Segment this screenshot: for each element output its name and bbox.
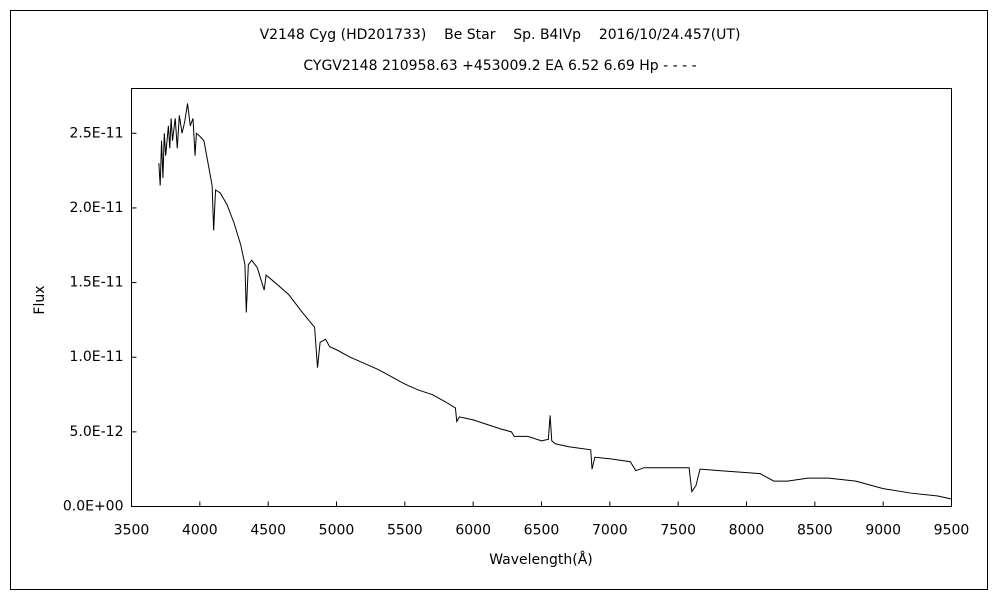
chart-subtitle: CYGV2148 210958.63 +453009.2 EA 6.52 6.6… bbox=[303, 58, 696, 74]
x-tick-label: 9500 bbox=[934, 523, 970, 539]
x-tick-label: 8500 bbox=[797, 523, 833, 539]
x-tick-label: 8000 bbox=[729, 523, 765, 539]
y-tick-label: 5.0E-12 bbox=[70, 424, 124, 440]
plot-area bbox=[131, 88, 952, 507]
chart-title: V2148 Cyg (HD201733) Be Star Sp. B4IVp 2… bbox=[260, 27, 741, 43]
y-tick-label: 1.5E-11 bbox=[70, 275, 124, 291]
x-tick-label: 5000 bbox=[319, 523, 355, 539]
x-tick-label: 6500 bbox=[524, 523, 560, 539]
x-tick-label: 5500 bbox=[387, 523, 423, 539]
x-tick-label: 7500 bbox=[660, 523, 696, 539]
y-tick-label: 2.0E-11 bbox=[70, 200, 124, 216]
y-tick-label: 2.5E-11 bbox=[70, 125, 124, 141]
x-tick-label: 7000 bbox=[592, 523, 628, 539]
x-tick-label: 6000 bbox=[455, 523, 491, 539]
spectrum-line bbox=[158, 103, 952, 500]
y-axis-label: Flux bbox=[32, 285, 48, 314]
x-tick-label: 4000 bbox=[182, 523, 218, 539]
x-tick-label: 3500 bbox=[114, 523, 150, 539]
y-tick-label: 0.0E+00 bbox=[63, 499, 124, 515]
x-tick-label: 4500 bbox=[250, 523, 286, 539]
y-tick-label: 1.0E-11 bbox=[70, 349, 124, 365]
chart-frame bbox=[10, 10, 988, 590]
x-axis-label: Wavelength(Å) bbox=[489, 551, 593, 568]
x-tick-label: 9000 bbox=[865, 523, 901, 539]
